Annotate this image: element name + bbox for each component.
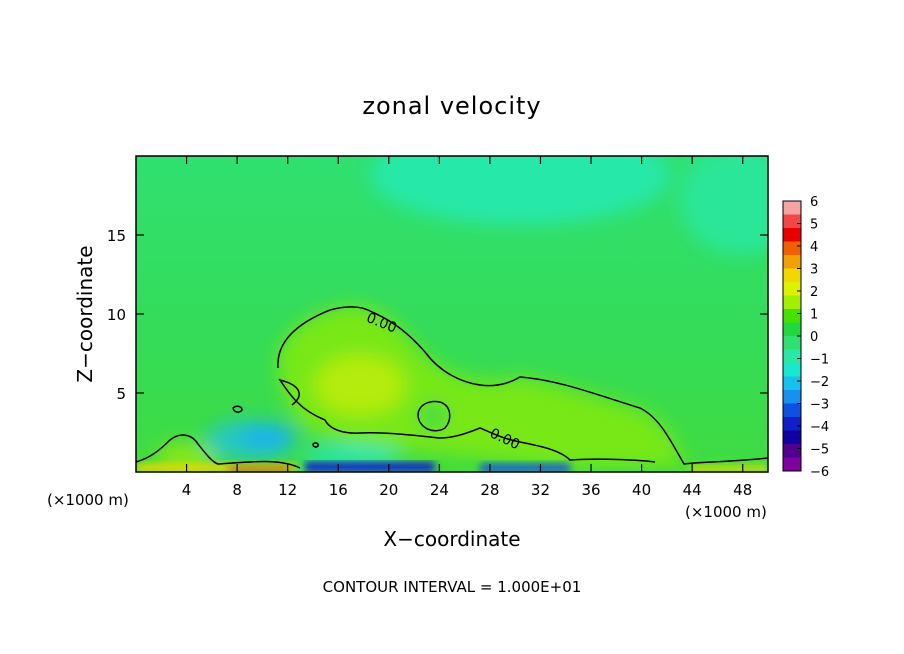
center-cyan xyxy=(300,445,400,465)
y-tick-label: 15 xyxy=(107,227,126,245)
x-tick-label: 44 xyxy=(683,481,702,499)
negative-eddy xyxy=(418,402,448,430)
x-tick-label: 48 xyxy=(733,481,752,499)
contour-lower xyxy=(278,378,656,463)
surface-warm-band xyxy=(136,464,296,472)
colorbar-tick-label: −5 xyxy=(810,443,829,458)
x-tick-label: 20 xyxy=(379,481,398,499)
colorbar-swatch xyxy=(783,228,801,242)
colorbar-swatch xyxy=(783,444,801,458)
colorbar-swatch xyxy=(783,336,801,350)
colorbar-swatch xyxy=(783,201,801,215)
x-axis-title: X−coordinate xyxy=(383,527,520,551)
colorbar-swatch xyxy=(783,309,801,323)
colorbar-tick-label: −2 xyxy=(810,375,829,390)
colorbar-tick-label: 1 xyxy=(810,308,818,323)
colorbar-tick-label: −4 xyxy=(810,420,829,435)
x-tick-label: 28 xyxy=(480,481,499,499)
colorbar-tick-label: 2 xyxy=(810,285,818,300)
x-unit-label-left: (×1000 m) xyxy=(47,491,129,509)
contour-small-2 xyxy=(312,442,319,448)
positive-lobe xyxy=(278,305,684,466)
contour-main xyxy=(277,306,768,465)
colorbar-swatch xyxy=(783,430,801,445)
upper-cyan-region xyxy=(370,156,670,225)
colorbar-tick-label: 3 xyxy=(810,263,818,278)
velocity-field: 0.00 0.00 xyxy=(136,156,768,472)
surface-cold-band xyxy=(305,462,435,472)
zero-contours xyxy=(136,306,768,469)
x-unit-label-right: (×1000 m) xyxy=(685,503,767,521)
contour-interval-note: CONTOUR INTERVAL = 1.000E+01 xyxy=(323,578,582,596)
colorbar: 6 5 4 3 2 1 0 −1 −2 −3 −4 −5 −6 xyxy=(782,195,829,480)
colorbar-tick-label: −1 xyxy=(810,353,829,368)
colorbar-swatch xyxy=(783,457,801,472)
colorbar-swatch xyxy=(783,268,801,283)
colorbar-swatch xyxy=(783,390,801,404)
cyan-negative-blob xyxy=(205,420,295,460)
contour-eddy xyxy=(417,400,451,432)
x-tick-label: 4 xyxy=(182,481,192,499)
colorbar-swatch xyxy=(783,295,801,310)
x-tick-label: 36 xyxy=(581,481,600,499)
colorbar-tick-label: −3 xyxy=(810,398,829,413)
colorbar-swatch xyxy=(783,376,801,391)
colorbar-tick-label: −6 xyxy=(810,465,829,480)
y-axis: 5 10 15 xyxy=(107,227,768,403)
colorbar-tick-label: 4 xyxy=(810,240,818,255)
x-tick-label: 32 xyxy=(531,481,550,499)
x-axis: 4 8 12 16 20 24 28 32 36 40 44 48 xyxy=(182,156,752,499)
colorbar-swatch xyxy=(783,214,801,229)
x-tick-label: 12 xyxy=(278,481,297,499)
surface-right-warm xyxy=(690,466,768,472)
colorbar-swatch xyxy=(783,417,801,431)
colorbar-swatch xyxy=(783,282,801,296)
colorbar-swatch xyxy=(783,322,801,337)
colorbar-swatch xyxy=(783,403,801,418)
colorbar-tick-label: 0 xyxy=(810,330,818,345)
surface-cold-band-2 xyxy=(480,464,570,472)
colorbar-swatch xyxy=(783,255,801,269)
strong-positive-core xyxy=(315,355,405,415)
colorbar-tick-label: 5 xyxy=(810,218,818,233)
surface-hot-band xyxy=(228,466,292,472)
colorbar-swatch xyxy=(783,349,801,364)
colorbar-swatch xyxy=(783,241,801,256)
colorbar-tick-label: 6 xyxy=(810,195,818,210)
x-tick-label: 24 xyxy=(430,481,449,499)
upper-right-cyan-region xyxy=(680,156,768,255)
y-axis-title: Z−coordinate xyxy=(73,245,97,382)
contour-left xyxy=(136,434,301,469)
y-tick-label: 10 xyxy=(107,306,126,324)
x-tick-label: 8 xyxy=(232,481,242,499)
x-tick-label: 16 xyxy=(329,481,348,499)
y-tick-label: 5 xyxy=(116,385,126,403)
chart-title: zonal velocity xyxy=(362,92,541,120)
contour-small-1 xyxy=(232,405,243,413)
colorbar-swatch xyxy=(783,363,801,377)
x-tick-label: 40 xyxy=(632,481,651,499)
